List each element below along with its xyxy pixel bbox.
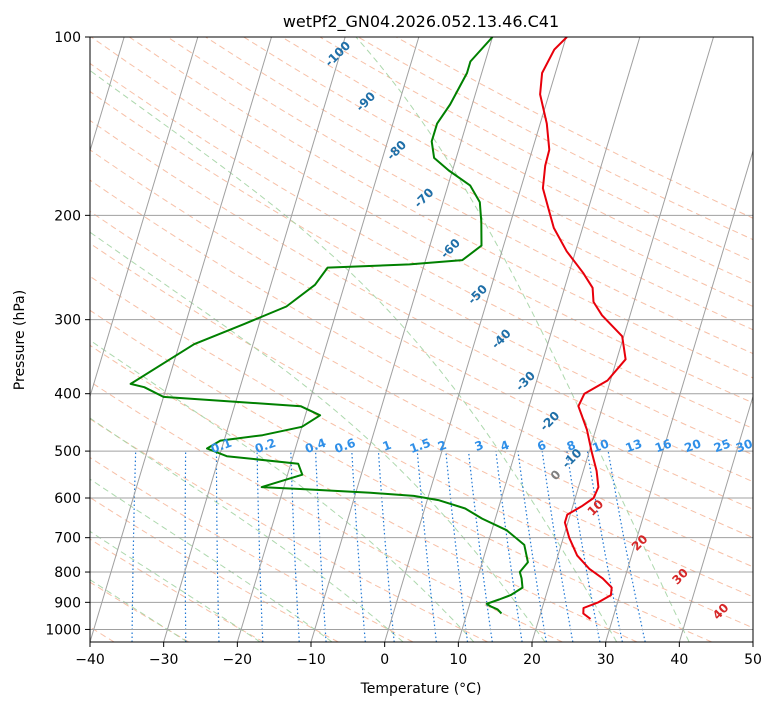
mixing-ratio-label: 30 — [734, 436, 754, 455]
mixing-ratio-line — [416, 451, 437, 642]
dry-adiabat-line — [90, 344, 638, 642]
mixing-ratio-line — [607, 451, 646, 642]
mixing-ratio-label: 0.1 — [209, 436, 234, 456]
chart-title: wetPf2_GN04.2026.052.13.46.C41 — [283, 12, 559, 32]
y-tick-label: 200 — [54, 208, 81, 224]
sounding-traces — [129, 37, 627, 620]
mixing-ratio-line — [467, 451, 493, 642]
dry-adiabat-line — [90, 119, 753, 483]
x-axis-label: Temperature (°C) — [360, 681, 482, 697]
plot-frame — [89, 36, 754, 643]
moist-adiabat-line — [90, 417, 404, 642]
dry-adiabat-line — [281, 37, 753, 285]
x-tick-label: 0 — [380, 652, 389, 668]
dry-adiabat-line — [243, 37, 753, 307]
dry-adiabat-line — [167, 37, 753, 355]
isotherm-line — [384, 37, 567, 642]
mixing-ratio-label: 25 — [712, 436, 732, 455]
isotherm-line — [310, 37, 493, 642]
y-tick-label: 700 — [54, 531, 81, 547]
x-tick-label: −40 — [75, 652, 105, 668]
y-tick-label: 900 — [54, 595, 81, 611]
x-tick-label: 30 — [597, 652, 615, 668]
mixing-ratio-label: 16 — [653, 436, 673, 455]
isotherm-line — [678, 394, 753, 642]
mixing-ratio-line — [586, 451, 623, 642]
mixing-ratio-label: 10 — [590, 436, 610, 455]
dry-adiabat-line — [90, 90, 753, 456]
moist-adiabat-line — [90, 231, 546, 642]
dry-adiabat-line — [90, 309, 712, 642]
dry-adiabat-line — [90, 149, 753, 510]
dry-adiabat-line — [90, 418, 488, 642]
dry-adiabat-line — [90, 581, 190, 642]
mixing-ratio-line — [445, 451, 469, 642]
x-tick-label: 40 — [670, 652, 688, 668]
moist-adiabat-line — [90, 478, 333, 642]
dry-adiabat-line — [90, 62, 753, 430]
temperature-trace — [539, 37, 627, 620]
moist-adiabat-line — [355, 37, 690, 642]
x-tick-label: −20 — [223, 652, 253, 668]
isotherm-line — [457, 37, 641, 642]
dry-adiabat-line — [90, 179, 753, 539]
mixing-ratio-label: 0.6 — [333, 436, 358, 456]
y-axis-label: Pressure (hPa) — [12, 290, 28, 390]
mixing-ratio-label: 1.5 — [408, 436, 433, 456]
isotherm-line — [90, 37, 272, 642]
dry-adiabat-line — [90, 242, 753, 598]
x-tick-label: 50 — [744, 652, 762, 668]
x-axis-ticks: −40 −30 −20 −10 0 10 20 30 40 50 — [75, 642, 762, 668]
mixing-ratio-line — [517, 451, 547, 642]
moist-adiabat-line — [90, 339, 475, 642]
isotherm-line — [90, 37, 125, 153]
mixing-ratio-label: 0.2 — [253, 436, 278, 456]
mixing-ratio-label: 0.4 — [303, 436, 328, 456]
dry-adiabat-line — [129, 37, 753, 379]
dewpoint-trace — [129, 37, 529, 615]
mixing-ratio-line — [495, 451, 523, 642]
y-tick-label: 600 — [54, 491, 81, 507]
y-tick-label: 500 — [54, 444, 81, 460]
isotherm-line — [236, 37, 420, 642]
mixing-ratio-line — [351, 451, 366, 642]
dry-adiabat-line — [90, 456, 414, 642]
isotherm-line — [605, 149, 753, 642]
isotherm-line — [163, 37, 346, 642]
y-tick-label: 100 — [54, 30, 81, 46]
mixing-ratio-label: 20 — [682, 436, 702, 455]
y-tick-label: 400 — [54, 387, 81, 403]
x-tick-label: 20 — [523, 652, 541, 668]
isotherm-line — [90, 37, 199, 399]
pressure-gridlines — [90, 37, 753, 630]
dry-adiabat-line — [90, 538, 264, 642]
y-axis-ticks: 100 200 300 400 500 600 700 800 900 1000 — [45, 30, 90, 638]
y-tick-label: 800 — [54, 565, 81, 581]
mixing-ratio-label: 13 — [623, 436, 643, 455]
x-tick-label: 10 — [449, 652, 467, 668]
x-tick-label: −30 — [149, 652, 179, 668]
y-tick-label: 300 — [54, 313, 81, 329]
y-tick-label: 1000 — [45, 622, 81, 638]
x-tick-label: −10 — [296, 652, 326, 668]
dry-adiabat-line — [90, 210, 753, 568]
